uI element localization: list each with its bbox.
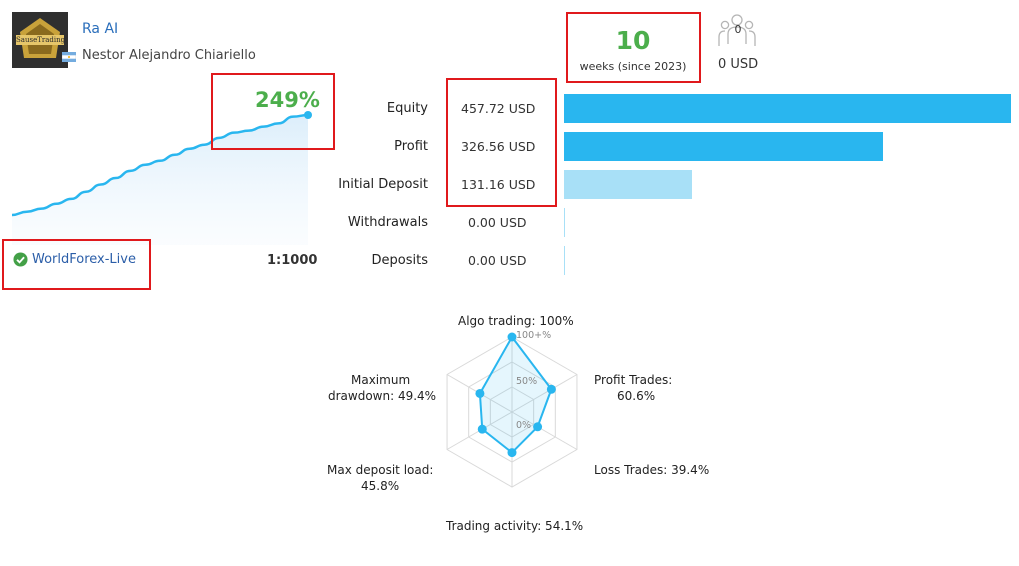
radar-point-loss-trades (533, 422, 543, 432)
initial-deposit-bar (564, 170, 693, 199)
stat-label-initial-deposit: Initial Deposit (338, 177, 428, 192)
radar-point-max-deposit-load (477, 424, 487, 434)
radar-label-maximum-drawdown-value: drawdown: 49.4% (328, 389, 437, 403)
subscribers-icon[interactable] (716, 12, 758, 52)
broker-link[interactable]: WorldForex-Live (32, 252, 136, 267)
stat-value-withdrawals: 0.00 USD (468, 215, 527, 230)
verified-check-icon (13, 252, 28, 267)
profit-bar (564, 132, 883, 161)
growth-line (11, 113, 309, 217)
subscribers-count: 0 (734, 23, 742, 36)
radar-label-max-deposit-load-value: 45.8% (361, 479, 400, 493)
radar-label-trading-activity: Trading activity: 54.1% (446, 519, 584, 533)
radar-point-maximum-drawdown (475, 388, 485, 398)
radar-scale-100: 100+% (516, 330, 552, 341)
equity-bar (564, 94, 1011, 123)
highlight-broker (2, 239, 151, 290)
stat-value-deposits: 0.00 USD (468, 253, 527, 268)
subscribers-cost: 0 USD (718, 57, 759, 72)
radar-label-loss-trades: Loss Trades: 39.4% (594, 463, 710, 477)
radar-scale-0: 0% (516, 420, 532, 431)
radar-label-max-deposit-load: Max deposit load: (327, 463, 434, 477)
leverage-value: 1:1000 (267, 253, 318, 268)
stat-value-equity: 457.72 USD (461, 101, 536, 116)
weeks-label: weeks (since 2023) (579, 60, 687, 73)
radar-label-algo-trading: Algo trading: 100% (458, 314, 574, 328)
signal-name[interactable]: Ra AI (82, 21, 119, 37)
stat-label-equity: Equity (386, 101, 428, 116)
stat-value-initial-deposit: 131.16 USD (461, 177, 536, 192)
radar-area (478, 335, 553, 454)
stat-label-profit: Profit (394, 139, 428, 154)
author-name[interactable]: Nestor Alejandro Chiariello (82, 48, 256, 63)
highlight-stats (446, 78, 557, 207)
radar-point-trading-activity (507, 448, 517, 458)
avatar-text: SauseTrading (16, 36, 66, 44)
growth-chart (11, 111, 312, 245)
radar-axis-line (511, 411, 578, 450)
withdrawals-bar (564, 208, 565, 237)
avatar[interactable]: SauseTrading (12, 12, 68, 68)
radar-scale-50: 50% (516, 376, 538, 387)
radar-label-profit-trades: Profit Trades: (594, 373, 673, 387)
radar-label-profit-trades-value: 60.6% (617, 389, 656, 403)
stat-label-withdrawals: Withdrawals (347, 215, 428, 230)
growth-value: 249% (255, 88, 320, 112)
stat-label-deposits: Deposits (371, 253, 428, 268)
radar-label-maximum-drawdown: Maximum (351, 373, 411, 387)
highlight-growth (211, 73, 335, 150)
growth-endpoint (304, 111, 312, 119)
growth-area (12, 115, 308, 245)
stat-value-profit: 326.56 USD (461, 139, 536, 154)
radar-chart (446, 332, 578, 488)
radar-point-algo-trading (507, 332, 517, 342)
deposits-bar (564, 246, 565, 275)
weeks-value: 10 (615, 26, 651, 55)
radar-grid (446, 336, 578, 488)
highlight-weeks (566, 12, 701, 83)
radar-point-profit-trades (546, 384, 556, 394)
radar-axis-line (511, 374, 578, 413)
radar-points (475, 332, 556, 458)
avatar-image (12, 12, 68, 68)
argentina-flag-icon (62, 52, 76, 62)
